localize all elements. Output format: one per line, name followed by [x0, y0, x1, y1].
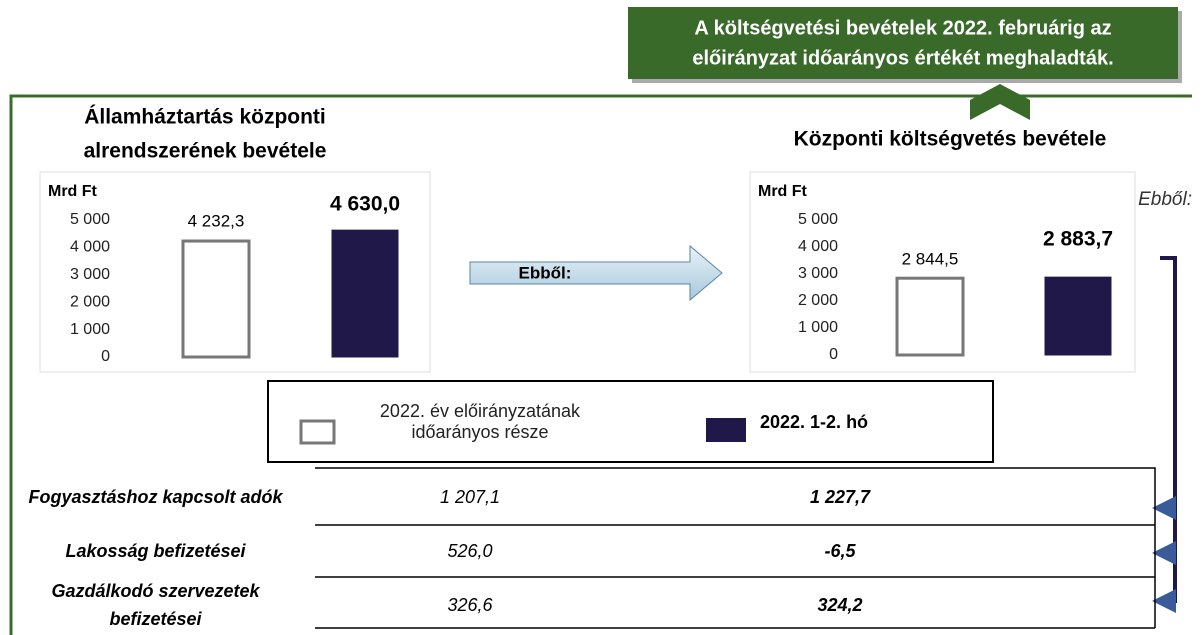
banner-box [628, 7, 1178, 79]
y-tick-label: 3 000 [70, 266, 110, 283]
legend-box [267, 380, 994, 463]
banner-line: előirányzat időarányos értékét meghaladt… [692, 47, 1113, 69]
table-lines [315, 467, 1156, 629]
value-label: 4 630,0 [330, 193, 400, 216]
legend-swatch [706, 418, 746, 442]
row-label: Fogyasztáshoz kapcsolt adók [28, 486, 283, 507]
bar [895, 276, 965, 357]
y-tick-label: 4 000 [798, 238, 838, 255]
chevron [970, 84, 1030, 120]
arrow [469, 244, 723, 302]
cell: 326,6 [447, 594, 493, 615]
row-label: Gazdálkodó szervezetek befizetései [51, 580, 260, 629]
y-tick-label: 2 000 [798, 292, 838, 309]
cell: 1 207,1 [439, 486, 501, 507]
y-tick-label: 2 000 [70, 293, 110, 310]
bracket [1160, 256, 1177, 603]
legend-label: 2022. 1-2. hó [760, 411, 869, 432]
arrow-label: Ebből: [519, 263, 572, 282]
y-tick-label: 1 000 [798, 319, 838, 336]
y-tick-label: 0 [829, 346, 838, 363]
y-tick-label: 5 000 [70, 211, 110, 228]
legend-label: 2022. év előirányzatának időarányos rész… [379, 401, 581, 442]
y-tick-label: 1 000 [70, 321, 110, 338]
y-tick-label: 3 000 [798, 265, 838, 282]
row-label: Lakosság befizetései [65, 541, 246, 561]
cell: 1 227,7 [809, 486, 871, 507]
side-label: Ebből: [1138, 189, 1192, 210]
value-label: 2 844,5 [902, 249, 959, 268]
bar [1044, 276, 1112, 356]
value-label: 4 232,3 [188, 211, 245, 230]
banner-line: A költségvetési bevételek 2022. februári… [694, 17, 1111, 39]
cell: -6,5 [824, 541, 856, 561]
legend-swatch [299, 419, 336, 445]
bar [181, 239, 251, 359]
y-axis-label: Mrd Ft [48, 183, 98, 200]
cell: 526,0 [447, 541, 493, 561]
value-label: 2 883,7 [1043, 228, 1113, 251]
frame [9, 94, 1192, 635]
y-tick-label: 4 000 [70, 239, 110, 256]
bar [331, 229, 399, 358]
cell: 324,2 [817, 594, 863, 615]
chart-title: Államháztartás központi [84, 106, 326, 129]
chart-title: alrendszerének bevétele [84, 140, 327, 163]
y-tick-label: 5 000 [798, 211, 838, 228]
y-axis-label: Mrd Ft [758, 183, 808, 200]
y-tick-label: 0 [101, 348, 110, 365]
chart-title: Központi költségvetés bevétele [794, 128, 1107, 151]
